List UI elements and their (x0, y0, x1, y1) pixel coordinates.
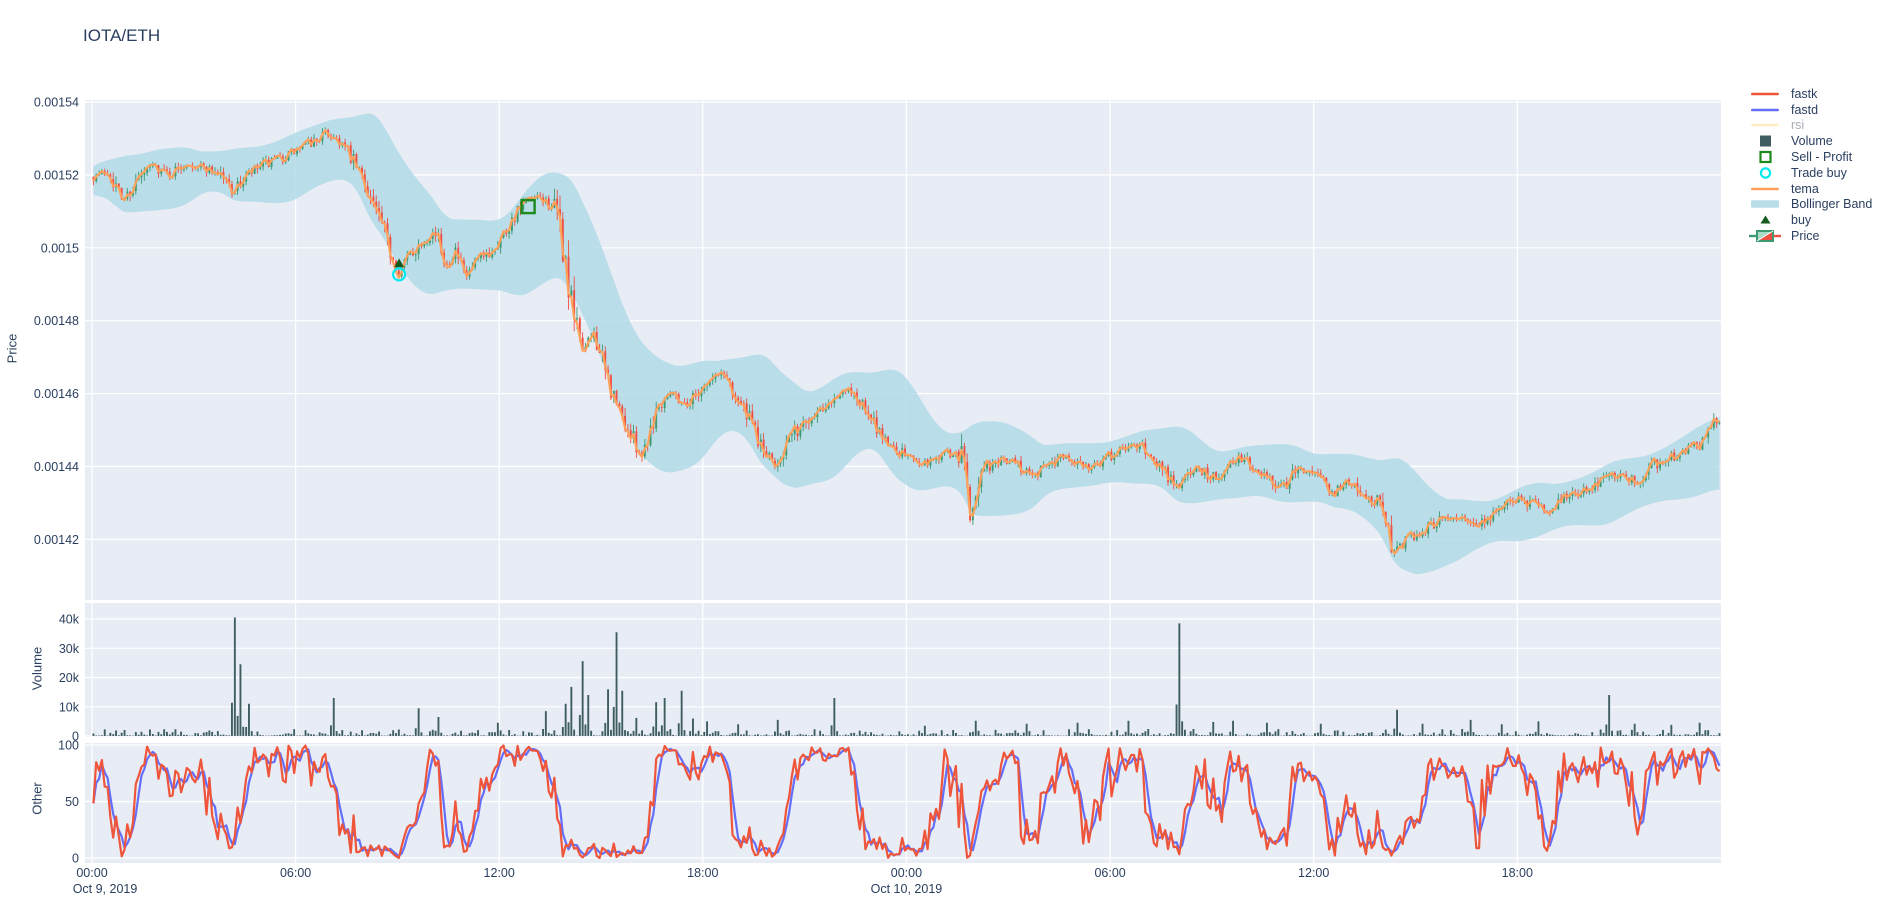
legend-item-fastk[interactable]: fastk (1748, 86, 1872, 102)
sell-profit-marker (520, 198, 536, 215)
legend-item-rsi[interactable]: rsi (1748, 118, 1872, 134)
legend-swatch-tema (1748, 182, 1786, 196)
legend-item-volume[interactable]: Volume (1748, 133, 1872, 149)
volume-tick-label: 30k (59, 642, 80, 656)
legend-label: rsi (1791, 118, 1805, 133)
legend-square-filled (1760, 135, 1771, 147)
tema-line (92, 129, 1720, 555)
legend-item-fastd[interactable]: fastd (1748, 102, 1872, 118)
legend-swatch-price (1748, 229, 1786, 243)
volume-pane-bg (85, 603, 1721, 737)
legend-label: tema (1791, 181, 1819, 196)
price-tick-label: 0.00146 (34, 387, 79, 401)
legend-swatch-buy (1748, 213, 1786, 227)
legend-line-swatch (1751, 92, 1779, 96)
legend-label: fastk (1791, 86, 1818, 101)
x-tick-label: 12:00 (484, 866, 515, 880)
fastk-line (92, 744, 1721, 860)
other-tick-label: 0 (72, 852, 79, 866)
price-tick-label: 0.00152 (34, 168, 79, 182)
legend-label: Price (1791, 229, 1820, 244)
x-tick-label: 00:00 (76, 866, 107, 880)
legend-swatch-bollinger (1748, 197, 1786, 211)
other-tick-label: 100 (58, 739, 79, 753)
price-tick-label: 0.00154 (34, 96, 79, 110)
legend-swatch-sell_profit (1748, 150, 1786, 164)
legend-square-open (1759, 150, 1772, 164)
x-tick-label: 18:00 (1502, 866, 1533, 880)
legend-item-trade_buy[interactable]: Trade buy (1748, 165, 1872, 181)
x-tick-label: 06:00 (280, 866, 311, 880)
other-tick-label: 50 (65, 795, 79, 809)
x-date-label: Oct 9, 2019 (73, 882, 138, 896)
legend-circle-open (1759, 167, 1772, 179)
legend-swatch-trade_buy (1748, 166, 1786, 180)
tick-labels: 0.00154 0.00152 0.0015 0.00148 0.00146 0.0014… (34, 96, 1533, 897)
trade-buy-marker (392, 267, 407, 282)
legend-band-swatch (1751, 200, 1779, 209)
legend-line-swatch (1751, 108, 1779, 111)
legend-line-swatch (1751, 187, 1779, 190)
legend-swatch-fastk (1748, 87, 1786, 101)
candles-layer (92, 127, 1721, 557)
bollinger-band-area (93, 113, 1720, 575)
other-axis-title: Other (29, 782, 45, 815)
chart-title: IOTA/ETH (83, 26, 161, 45)
x-tick-label: 18:00 (687, 866, 718, 880)
legend-item-sell_profit[interactable]: Sell - Profit (1748, 149, 1872, 165)
legend-label: Bollinger Band (1791, 197, 1873, 212)
legend-swatch-volume (1748, 134, 1786, 148)
legend-item-tema[interactable]: tema (1748, 181, 1872, 197)
volume-tick-label: 0 (72, 730, 79, 744)
x-date-label: Oct 10, 2019 (871, 882, 943, 896)
volume-tick-label: 40k (59, 613, 80, 627)
legend-label: buy (1791, 213, 1812, 228)
x-tick-label: 12:00 (1298, 866, 1329, 880)
legend-triangle (1760, 215, 1771, 224)
x-tick-label: 00:00 (891, 866, 922, 880)
legend-label: Sell - Profit (1791, 150, 1853, 165)
legend-item-bollinger[interactable]: Bollinger Band (1748, 197, 1872, 213)
price-tick-label: 0.0015 (41, 241, 79, 255)
price-tick-label: 0.00144 (34, 460, 79, 474)
legend-label: Volume (1791, 134, 1833, 149)
legend-label: fastd (1791, 102, 1819, 117)
price-axis-title: Price (4, 333, 20, 364)
x-tick-label: 06:00 (1094, 866, 1125, 880)
legend-label: Trade buy (1791, 165, 1847, 180)
volume-tick-label: 20k (59, 671, 80, 685)
legend-line-swatch (1751, 124, 1779, 127)
volume-axis-title: Volume (29, 646, 45, 691)
buy-marker (394, 258, 405, 268)
legend-swatch-fastd (1748, 103, 1786, 117)
price-tick-label: 0.00142 (34, 533, 79, 547)
volume-tick-label: 10k (59, 700, 80, 714)
legend-item-buy[interactable]: buy (1748, 212, 1872, 228)
price-tick-label: 0.00148 (34, 314, 79, 328)
legend-item-price[interactable]: Price (1748, 228, 1872, 244)
gridlines (85, 100, 1721, 863)
legend: fastk fastd rsi Volume Sell - Profit Trade bu… (1748, 86, 1872, 244)
legend-swatch-rsi (1748, 118, 1786, 132)
